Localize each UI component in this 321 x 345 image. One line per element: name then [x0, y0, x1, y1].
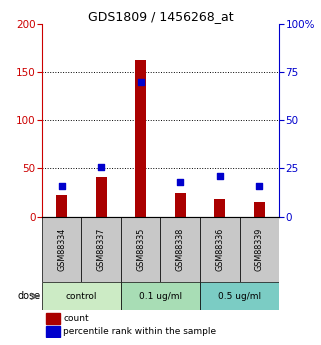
Text: 0.1 ug/ml: 0.1 ug/ml [139, 292, 182, 301]
Point [257, 183, 262, 189]
Text: GSM88337: GSM88337 [97, 228, 106, 271]
Text: GSM88338: GSM88338 [176, 228, 185, 271]
Point [99, 164, 104, 169]
Title: GDS1809 / 1456268_at: GDS1809 / 1456268_at [88, 10, 233, 23]
Point [217, 174, 222, 179]
Bar [42, 283, 121, 310]
Text: count: count [63, 314, 89, 323]
Point [178, 179, 183, 185]
Bar [121, 217, 160, 283]
Bar [121, 283, 200, 310]
Bar [214, 199, 225, 217]
Bar [42, 217, 81, 283]
Bar [135, 60, 146, 217]
Bar [240, 217, 279, 283]
Bar [200, 283, 279, 310]
Text: GSM88334: GSM88334 [57, 228, 66, 271]
Bar [96, 177, 107, 217]
Bar [56, 195, 67, 217]
Bar [175, 194, 186, 217]
Bar [47, 326, 60, 337]
Text: dose: dose [18, 291, 41, 301]
Bar [47, 313, 60, 324]
Bar [200, 217, 240, 283]
Text: GSM88336: GSM88336 [215, 228, 224, 271]
Bar [160, 217, 200, 283]
Text: control: control [65, 292, 97, 301]
Text: 0.5 ug/ml: 0.5 ug/ml [218, 292, 261, 301]
Text: GSM88339: GSM88339 [255, 228, 264, 271]
Point [138, 79, 143, 85]
Bar [254, 202, 265, 217]
Text: GSM88335: GSM88335 [136, 228, 145, 271]
Point [59, 183, 64, 189]
Bar [81, 217, 121, 283]
Text: percentile rank within the sample: percentile rank within the sample [63, 327, 216, 336]
